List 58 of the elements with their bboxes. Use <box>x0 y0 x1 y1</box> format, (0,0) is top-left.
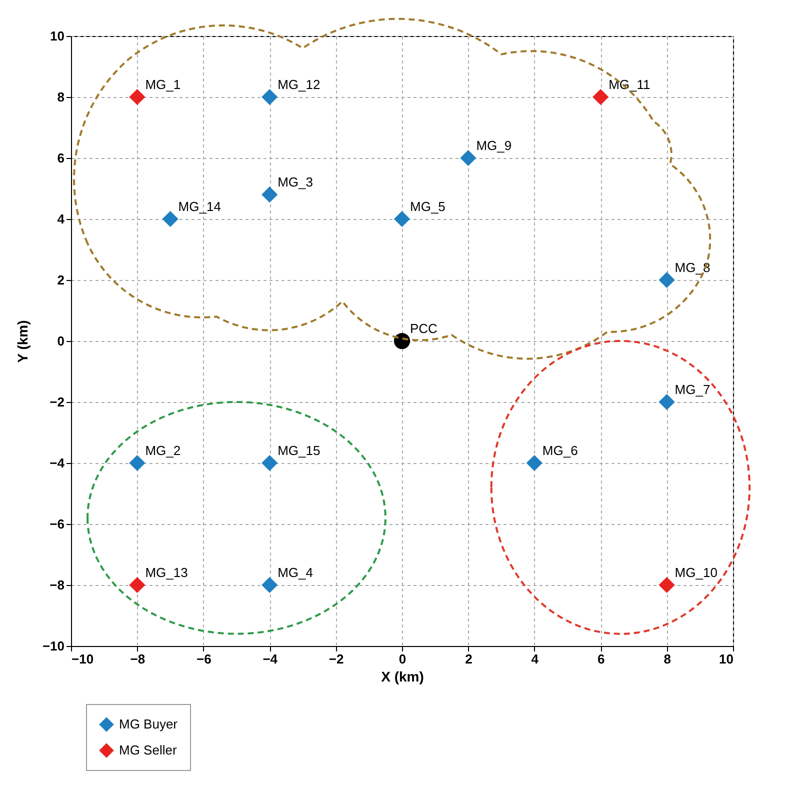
point <box>394 210 410 228</box>
annotation: MG_13 <box>145 565 188 580</box>
x-tick-label: 6 <box>597 652 605 666</box>
x-tick-label: 4 <box>531 652 540 666</box>
annotation: MG_8 <box>674 260 710 275</box>
annotation: MG_4 <box>278 565 314 580</box>
point <box>129 576 146 594</box>
x-tick-label: 10 <box>719 652 734 666</box>
legend-label: MG Buyer <box>119 716 178 732</box>
x-tick-label: 8 <box>664 652 671 666</box>
x-tick-label: −6 <box>196 652 212 666</box>
annotation: MG_1 <box>145 77 181 92</box>
point <box>129 454 146 472</box>
annotation: MG_10 <box>674 565 718 580</box>
annotation: MG_15 <box>278 443 320 458</box>
point <box>658 394 675 410</box>
y-tick-label: 0 <box>57 334 64 348</box>
y-tick-label: −2 <box>50 394 64 410</box>
y-tick-label: −10 <box>42 638 64 654</box>
point <box>129 88 146 106</box>
x-axis-title: X (km) <box>381 668 424 684</box>
point <box>262 576 278 594</box>
annotation: MG_14 <box>178 199 221 214</box>
x-tick-label: −4 <box>262 652 278 666</box>
legend-label: MG Seller <box>119 742 178 758</box>
x-tick-label: 0 <box>398 652 406 666</box>
point <box>658 576 675 594</box>
annotation: MG_7 <box>674 382 710 397</box>
y-tick-label: 6 <box>57 150 64 166</box>
y-tick-label: −6 <box>50 516 64 532</box>
x-tick-label: −8 <box>130 652 146 666</box>
y-axis-title: Y (km) <box>14 320 30 363</box>
annotation: PCC <box>410 321 438 336</box>
annotation: MG_2 <box>145 443 181 458</box>
annotation: MG_5 <box>410 199 446 214</box>
point <box>162 210 178 228</box>
y-tick-label: −8 <box>50 578 64 592</box>
y-tick-label: −4 <box>50 456 66 470</box>
y-tick-label: 4 <box>57 212 66 226</box>
y-tick-label: 2 <box>57 272 64 288</box>
point <box>460 150 476 166</box>
annotation: MG_3 <box>278 174 314 190</box>
point <box>262 186 278 203</box>
point <box>394 332 410 350</box>
annotation: MG_11 <box>608 77 650 92</box>
point <box>658 272 675 288</box>
annotation: MG_9 <box>476 138 512 153</box>
point <box>526 454 542 472</box>
point <box>262 454 278 472</box>
y-tick-label: 10 <box>50 28 64 44</box>
annotation: MG_6 <box>542 443 578 458</box>
y-tick-label: 8 <box>57 90 64 104</box>
point <box>262 88 278 106</box>
x-tick-label: −2 <box>328 652 344 666</box>
x-tick-label: 2 <box>465 652 472 666</box>
x-tick-label: −10 <box>72 652 94 666</box>
point <box>592 88 609 106</box>
annotation: MG_12 <box>278 77 320 92</box>
